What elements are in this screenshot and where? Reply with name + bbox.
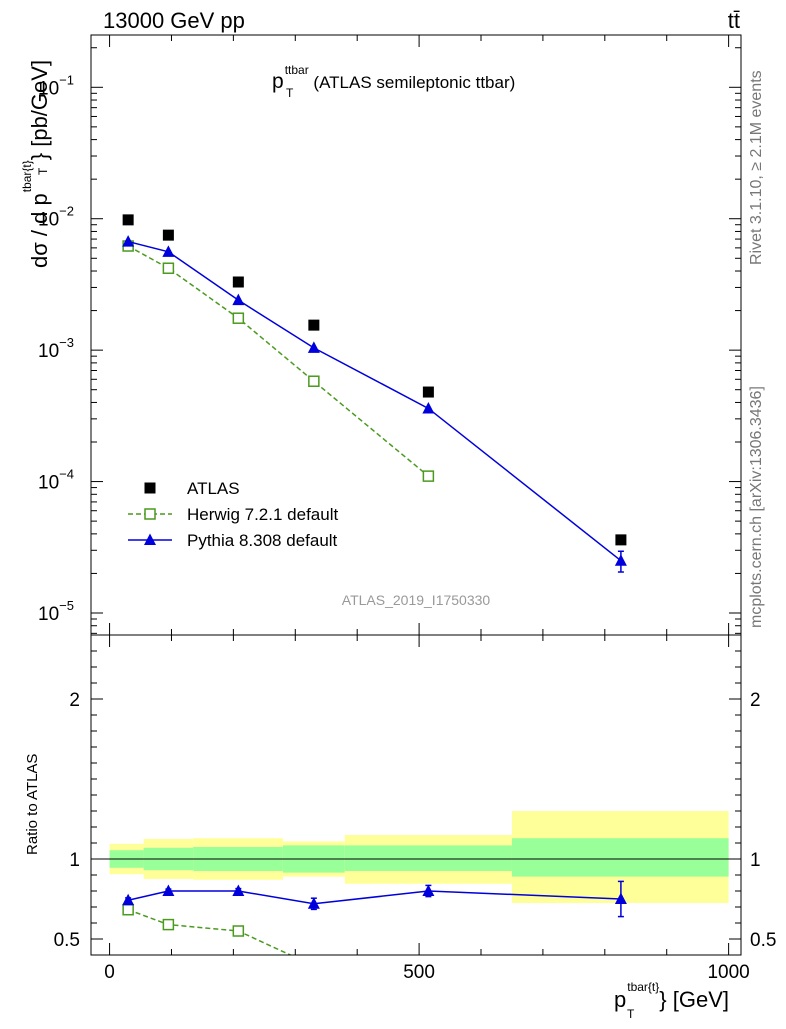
plot-title: pttbar (ATLAS semileptonic ttbar) [272, 63, 515, 93]
plot-title-rest: (ATLAS semileptonic ttbar) [309, 73, 516, 92]
ratio-y-tick-label-right: 1 [750, 850, 761, 871]
legend-marker [144, 482, 156, 494]
x-tick-label: 500 [403, 962, 435, 983]
x-tick-label: 1000 [707, 962, 749, 983]
ratio-y-tick-label-right: 0.5 [750, 930, 776, 951]
main-y-tick-label: 10−3 [38, 335, 74, 362]
main-series-0-point [162, 229, 174, 241]
ratio-y-tick-label: 1 [69, 850, 80, 871]
main-series-2-point [232, 293, 245, 306]
legend-marker [144, 508, 156, 520]
main-series [122, 214, 627, 573]
main-y-tick-label: 10−4 [38, 467, 74, 494]
ratio-series-1-point [614, 892, 627, 904]
stat-uncertainty-band-5 [511, 838, 729, 877]
ratio-plot-frame [90, 634, 742, 956]
rivet-version-label: Rivet 3.1.10, ≥ 2.1M events [748, 70, 765, 265]
y-tick-exponent: −4 [59, 467, 74, 482]
y-tick-mantissa: 10 [38, 604, 59, 625]
ratio-bands [109, 811, 729, 903]
analysis-watermark: ATLAS_2019_I1750330 [342, 592, 491, 608]
process-label: tt̄ [728, 8, 740, 33]
ratio-y-tick-label: 0.5 [54, 930, 80, 951]
main-series-2-point [614, 554, 627, 566]
main-y-label-text: dσ / d ptbar{t}} [pb/GeV] [20, 60, 52, 268]
ratio-series-0-group [122, 903, 293, 955]
ratio-series [122, 880, 627, 955]
main-series-0-point [122, 214, 134, 226]
ratio-series-1-point [307, 897, 320, 909]
plot-title-main: p [272, 70, 284, 93]
main-series-2-line [127, 240, 622, 562]
mcplots-label: mcplots.cern.ch [arXiv:1306.3436] [748, 386, 765, 628]
legend-label: ATLAS [187, 479, 240, 498]
x-label-sup: tbar{t} [627, 980, 659, 994]
plot-title-sub: T [286, 86, 294, 100]
ratio-y-tick-label-right: 2 [750, 690, 761, 711]
ratio-series-1-line [127, 890, 621, 905]
legend-label: Herwig 7.2.1 default [187, 505, 338, 524]
x-label-a: p [614, 987, 626, 1012]
ratio-y-tick-label: 2 [69, 690, 80, 711]
main-series-1-point [422, 470, 435, 482]
legend: ATLAS Herwig 7.2.1 default Pythia 8.308 de… [128, 479, 338, 550]
legend-label: Pythia 8.308 default [187, 531, 338, 550]
main-series-1-group [122, 240, 435, 482]
ratio-series-0-point [232, 925, 245, 937]
main-series-0-group [122, 214, 627, 546]
main-series-2-point [122, 235, 135, 247]
main-series-2-group [122, 235, 627, 573]
ratio-series-0-point [162, 918, 175, 931]
y-tick-mantissa: 10 [38, 78, 59, 99]
x-tick-label: 0 [104, 962, 115, 983]
main-series-2-point [307, 341, 320, 353]
main-y-tick-label: 10−1 [38, 72, 74, 99]
ratio-series-1-point [232, 884, 245, 896]
y-tick-exponent: −1 [59, 72, 74, 87]
main-series-1-point [232, 312, 245, 324]
main-y-tick-label: 10−2 [38, 204, 74, 231]
ratio-series-0-point [122, 903, 134, 916]
ratio-series-1-group [122, 880, 627, 918]
stat-uncertainty-band-4 [344, 845, 512, 871]
main-series-2-point [422, 401, 435, 414]
legend-entry-0: ATLAS [144, 479, 240, 498]
energy-label: 13000 GeV pp [103, 8, 245, 33]
y-tick-mantissa: 10 [38, 473, 59, 494]
main-y-label-sub: T [36, 167, 50, 175]
main-y-label-sup: tbar{t} [20, 160, 34, 192]
legend-marker [144, 533, 156, 545]
legend-entry-2: Pythia 8.308 default [128, 531, 338, 550]
y-tick-mantissa: 10 [38, 210, 59, 231]
main-series-0-point [422, 386, 434, 398]
ratio-series-1-point [122, 893, 135, 906]
main-series-1-point [162, 262, 175, 274]
x-label-sub: T [627, 1007, 635, 1021]
main-y-label-b: } [pb/GeV] [27, 60, 52, 160]
main-series-1-line [127, 245, 429, 477]
main-series-2-point [162, 245, 175, 257]
main-y-tick-label: 10−5 [38, 598, 74, 625]
y-tick-exponent: −5 [59, 598, 74, 613]
x-label-b: } [GeV] [659, 987, 729, 1012]
ratio-series-1-point [162, 884, 175, 896]
main-series-1-point [308, 375, 320, 387]
plot-title-sup: ttbar [285, 63, 309, 77]
y-tick-exponent: −3 [59, 335, 74, 350]
ratio-y-axis-label: Ratio to ATLAS [24, 754, 41, 855]
main-series-0-point [615, 534, 627, 546]
main-y-axis-label: dσ / d ptbar{t}} [pb/GeV] [20, 60, 52, 268]
main-y-label-a: dσ / d p [27, 193, 52, 268]
y-tick-exponent: −2 [59, 204, 74, 219]
ratio-series-1-point [422, 884, 435, 896]
x-axis-label: ptbar{t}} [GeV] [614, 980, 729, 1012]
main-series-0-point [232, 276, 244, 288]
main-series-0-point [308, 319, 320, 331]
y-tick-mantissa: 10 [38, 341, 59, 362]
legend-entry-1: Herwig 7.2.1 default [128, 505, 338, 524]
